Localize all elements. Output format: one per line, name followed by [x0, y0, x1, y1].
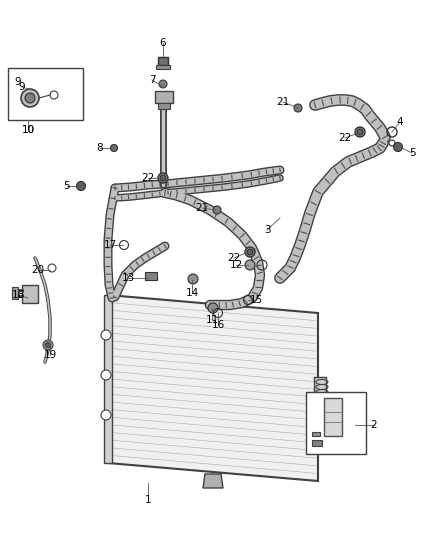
Bar — [314, 377, 326, 417]
Text: 21: 21 — [195, 203, 208, 213]
Polygon shape — [108, 295, 318, 481]
Circle shape — [160, 175, 166, 181]
Circle shape — [208, 303, 218, 313]
Text: 10: 10 — [21, 125, 35, 135]
Text: 2: 2 — [371, 420, 377, 430]
Circle shape — [294, 104, 302, 112]
Circle shape — [355, 127, 365, 137]
Bar — [312, 432, 320, 436]
Bar — [158, 57, 168, 65]
Text: 20: 20 — [32, 265, 45, 275]
Text: 12: 12 — [230, 260, 243, 270]
Bar — [156, 65, 170, 69]
Bar — [158, 103, 170, 109]
Text: 6: 6 — [160, 38, 166, 48]
Circle shape — [25, 93, 35, 103]
Bar — [12, 287, 18, 299]
Text: 19: 19 — [43, 350, 57, 360]
Text: 7: 7 — [148, 75, 155, 85]
Text: 17: 17 — [103, 240, 117, 250]
Circle shape — [43, 340, 53, 350]
Circle shape — [159, 80, 167, 88]
Circle shape — [158, 173, 168, 183]
Text: 9: 9 — [19, 82, 25, 92]
Circle shape — [77, 182, 85, 190]
Polygon shape — [203, 474, 223, 488]
Text: 21: 21 — [276, 97, 290, 107]
Text: 1: 1 — [145, 495, 151, 505]
Circle shape — [110, 144, 117, 151]
Polygon shape — [104, 295, 112, 463]
Text: 5: 5 — [64, 181, 71, 191]
Bar — [312, 440, 322, 446]
Bar — [324, 398, 342, 436]
Bar — [22, 285, 38, 303]
Text: 8: 8 — [97, 143, 103, 153]
Text: 18: 18 — [11, 290, 25, 300]
Circle shape — [188, 274, 198, 284]
Text: 22: 22 — [141, 173, 155, 183]
Text: 5: 5 — [409, 148, 415, 158]
Bar — [306, 392, 366, 454]
Circle shape — [101, 370, 111, 380]
Circle shape — [245, 247, 255, 257]
Text: 22: 22 — [227, 253, 240, 263]
Circle shape — [245, 260, 255, 270]
Circle shape — [213, 206, 221, 214]
Circle shape — [393, 142, 403, 151]
Text: 11: 11 — [205, 315, 219, 325]
Circle shape — [101, 410, 111, 420]
Bar — [8, 68, 83, 120]
Bar — [155, 91, 173, 103]
Text: 10: 10 — [21, 125, 35, 135]
Text: 15: 15 — [249, 295, 263, 305]
Text: 9: 9 — [15, 77, 21, 87]
Bar — [145, 272, 157, 280]
Circle shape — [247, 249, 253, 255]
Circle shape — [101, 330, 111, 340]
Text: 13: 13 — [121, 273, 134, 283]
Text: 3: 3 — [264, 225, 270, 235]
Text: 22: 22 — [339, 133, 352, 143]
Text: 14: 14 — [185, 288, 198, 298]
Circle shape — [357, 129, 363, 135]
Text: 4: 4 — [397, 117, 403, 127]
Circle shape — [21, 89, 39, 107]
Text: 16: 16 — [212, 320, 225, 330]
Circle shape — [46, 343, 50, 348]
